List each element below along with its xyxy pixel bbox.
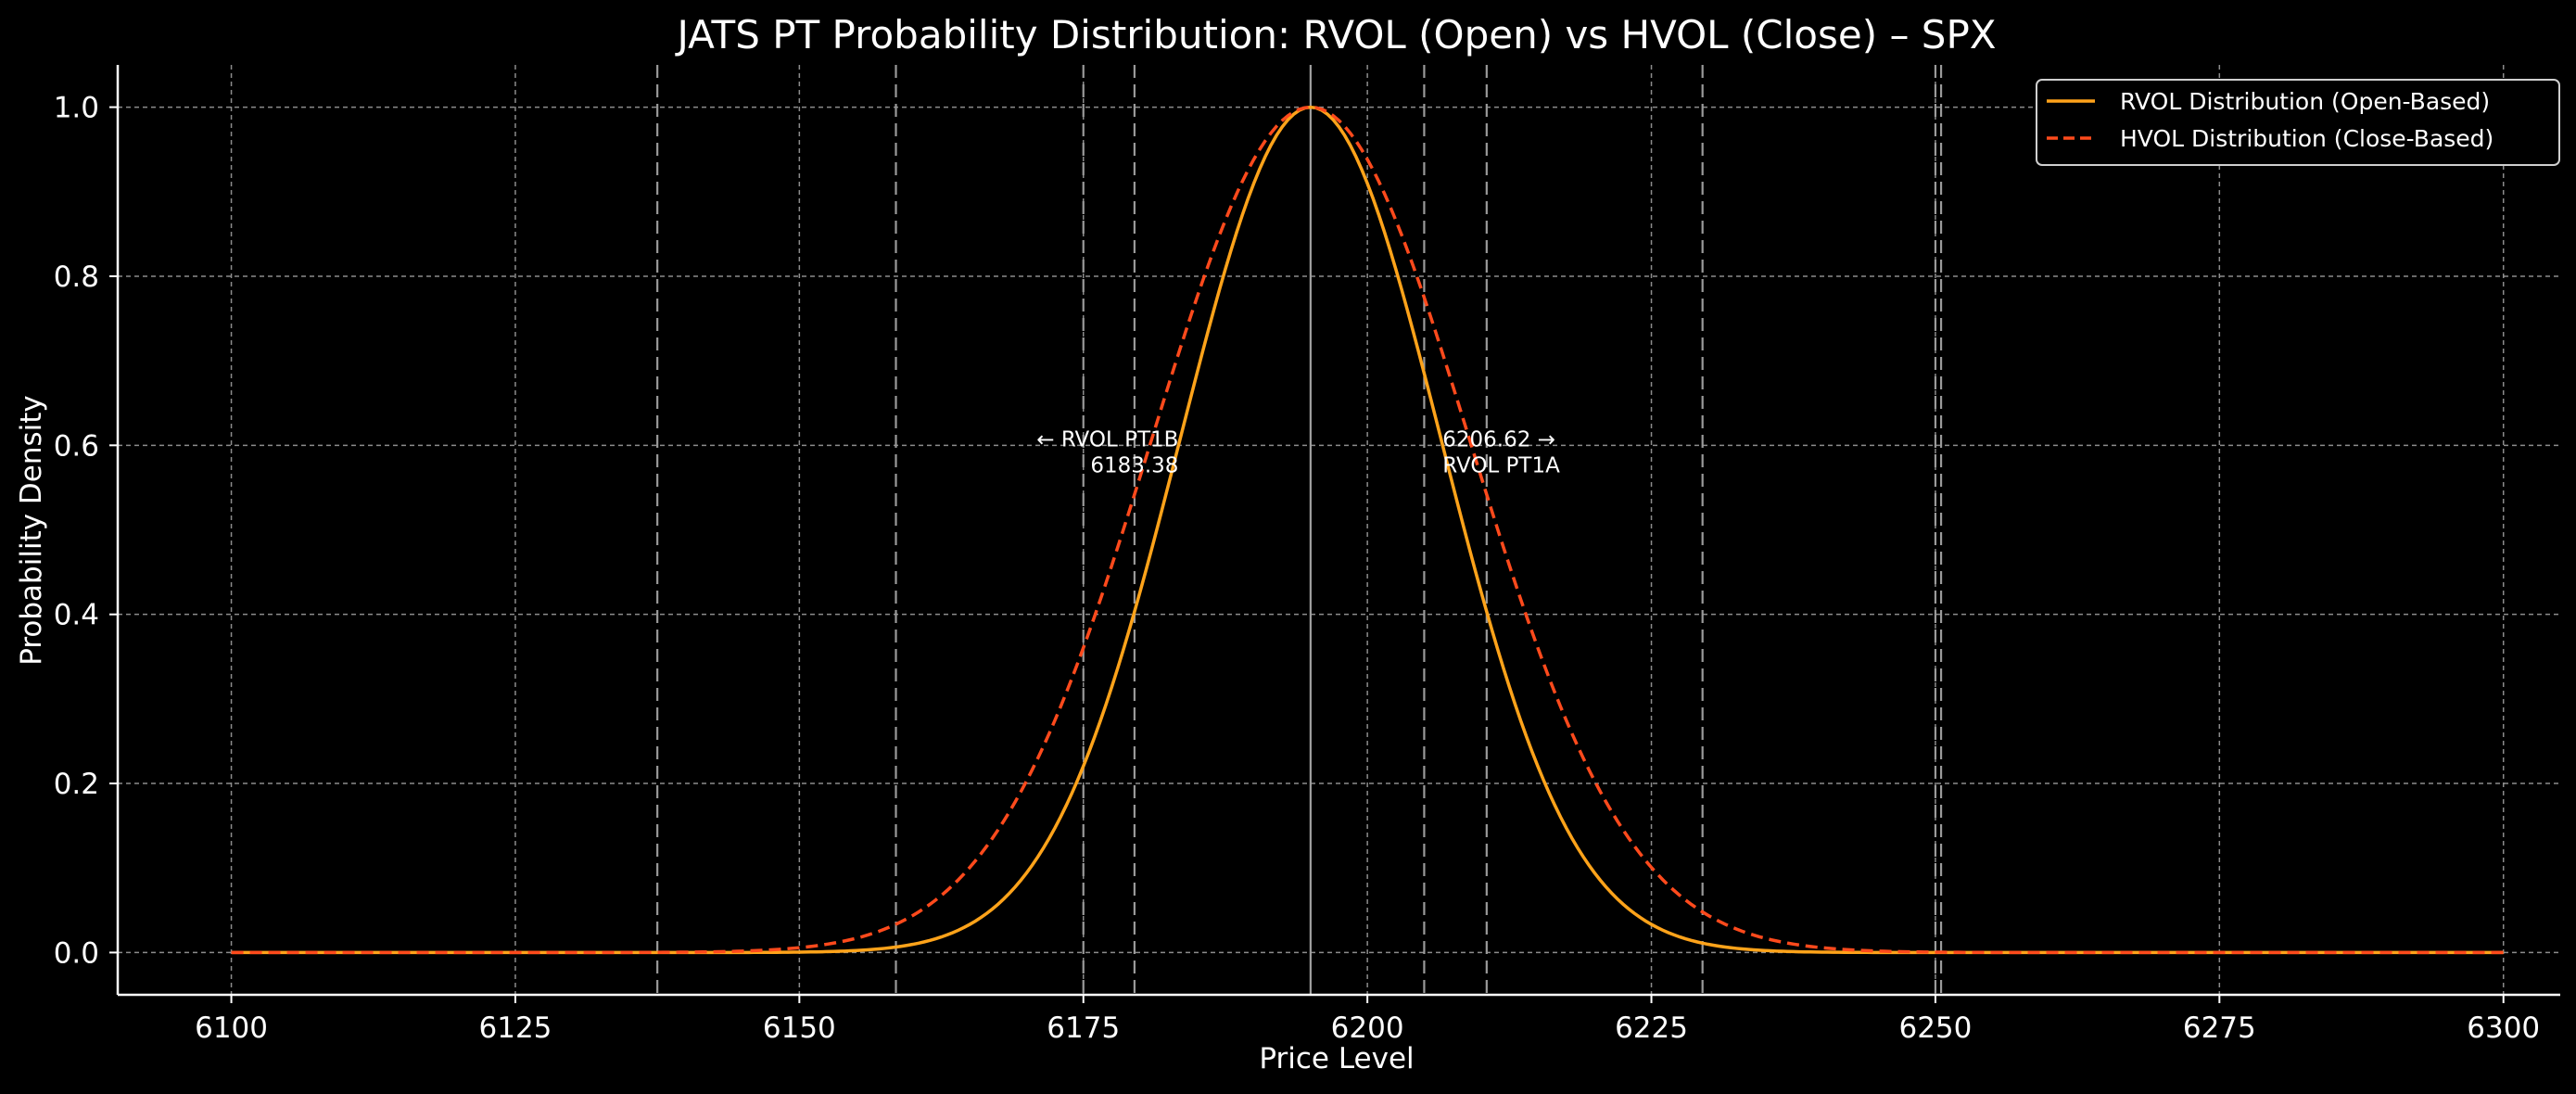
x-axis-label: Price Level bbox=[1259, 1042, 1414, 1075]
legend: RVOL Distribution (Open-Based) HVOL Dist… bbox=[2036, 79, 2560, 166]
series-line-hvol bbox=[231, 105, 2504, 955]
x-tick-label: 6175 bbox=[1047, 1011, 1120, 1045]
y-tick-label: 0.6 bbox=[54, 429, 99, 463]
x-tick-label: 6225 bbox=[1615, 1011, 1688, 1045]
pt-annotation: 6206.62 → RVOL PT1A bbox=[1442, 427, 1560, 477]
legend-label-hvol: HVOL Distribution (Close-Based) bbox=[2120, 125, 2494, 152]
tick-labels: 6100 6125 6150 6175 6200 6225 6250 6275 6300 0.0 0… bbox=[54, 92, 2540, 1045]
y-tick-label: 0.2 bbox=[54, 768, 99, 801]
axes bbox=[116, 65, 2560, 997]
legend-label-rvol: RVOL Distribution (Open-Based) bbox=[2120, 88, 2490, 115]
x-tick-label: 6200 bbox=[1331, 1011, 1404, 1045]
series-lines bbox=[231, 105, 2504, 955]
vertical-markers bbox=[656, 65, 1943, 995]
x-tick-label: 6250 bbox=[1898, 1011, 1972, 1045]
y-tick-label: 1.0 bbox=[54, 92, 99, 125]
chart-title: JATS PT Probability Distribution: RVOL (… bbox=[674, 12, 1996, 57]
legend-box bbox=[2036, 79, 2560, 166]
x-tick-label: 6100 bbox=[195, 1011, 268, 1045]
y-tick-label: 0.8 bbox=[54, 261, 99, 294]
x-tick-label: 6150 bbox=[763, 1011, 836, 1045]
x-tick-label: 6125 bbox=[479, 1011, 552, 1045]
annotations: ← RVOL PT1B 6183.38 6206.62 → RVOL PT1A bbox=[1036, 427, 1560, 477]
x-tick-label: 6300 bbox=[2467, 1011, 2540, 1045]
x-tick-label: 6275 bbox=[2183, 1011, 2256, 1045]
y-tick-label: 0.4 bbox=[54, 599, 99, 632]
y-tick-label: 0.0 bbox=[54, 936, 99, 970]
grid bbox=[118, 65, 2560, 995]
pt-annotation: ← RVOL PT1B 6183.38 bbox=[1036, 427, 1178, 477]
y-axis-label: Probability Density bbox=[15, 395, 48, 666]
